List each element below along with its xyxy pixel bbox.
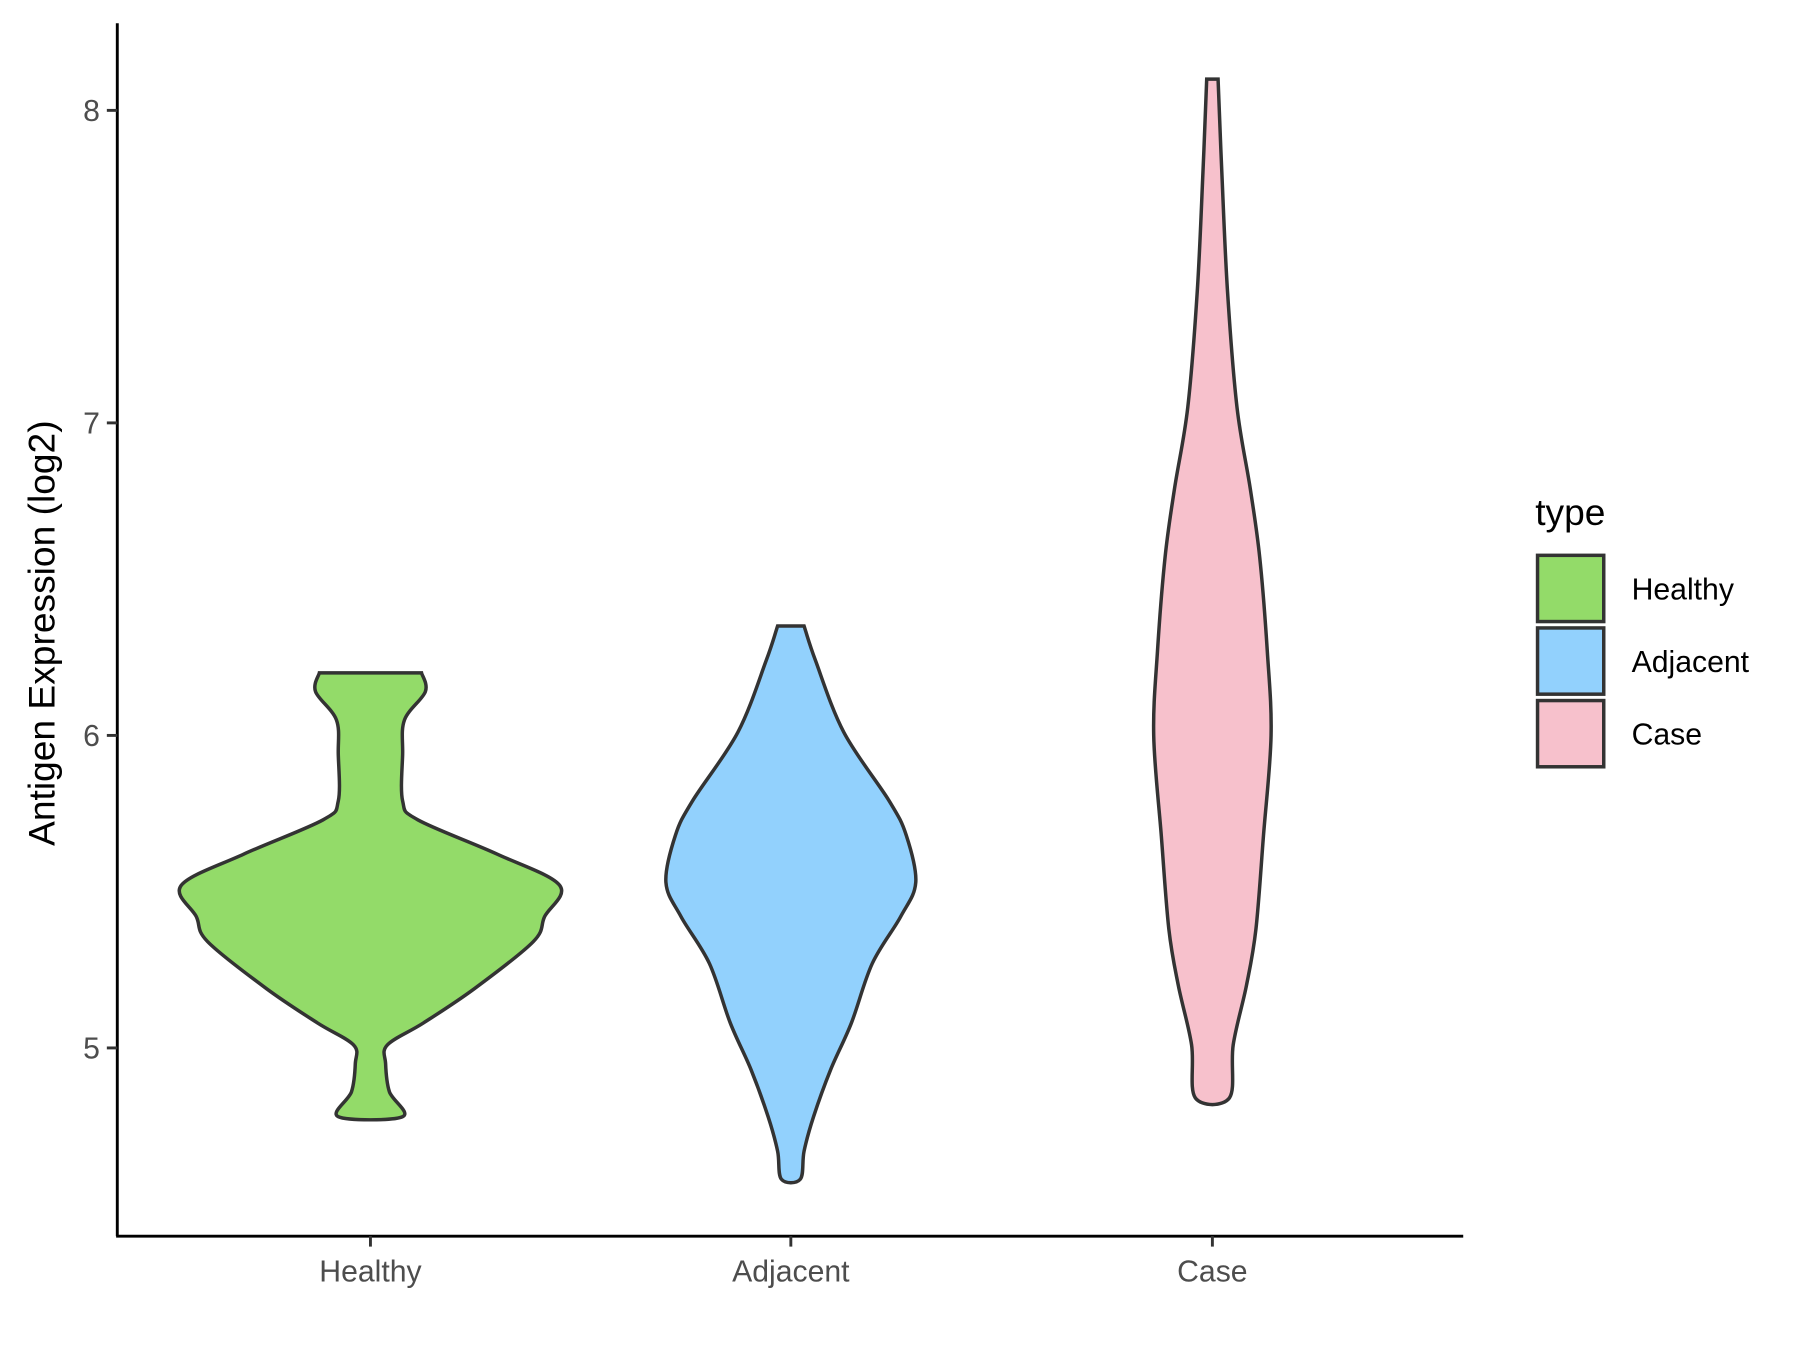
legend-label: Healthy (1632, 573, 1735, 606)
y-tick-label: 5 (83, 1032, 100, 1065)
legend-key-case (1535, 698, 1606, 769)
legend: type Healthy Adjacent Case (1535, 491, 1750, 769)
y-ticks: 5 6 7 8 (83, 95, 118, 1065)
y-tick-label: 6 (83, 720, 100, 753)
x-tick-label: Adjacent (732, 1255, 850, 1288)
legend-key-adjacent (1535, 626, 1606, 696)
violin-case (1151, 77, 1273, 1107)
legend-title: type (1535, 491, 1605, 533)
y-tick-label: 8 (83, 95, 100, 128)
y-axis-title: Antigen Expression (log2) (21, 420, 63, 846)
x-ticks: Healthy Adjacent Case (319, 1236, 1248, 1288)
x-tick-label: Healthy (319, 1255, 422, 1288)
violin-healthy (177, 671, 564, 1122)
legend-label: Adjacent (1632, 646, 1750, 679)
legend-label: Case (1632, 719, 1702, 752)
legend-key-healthy (1535, 553, 1606, 624)
x-tick-label: Case (1177, 1255, 1247, 1288)
violins (177, 77, 1273, 1185)
y-tick-label: 7 (83, 407, 100, 440)
violin-adjacent (664, 624, 918, 1185)
